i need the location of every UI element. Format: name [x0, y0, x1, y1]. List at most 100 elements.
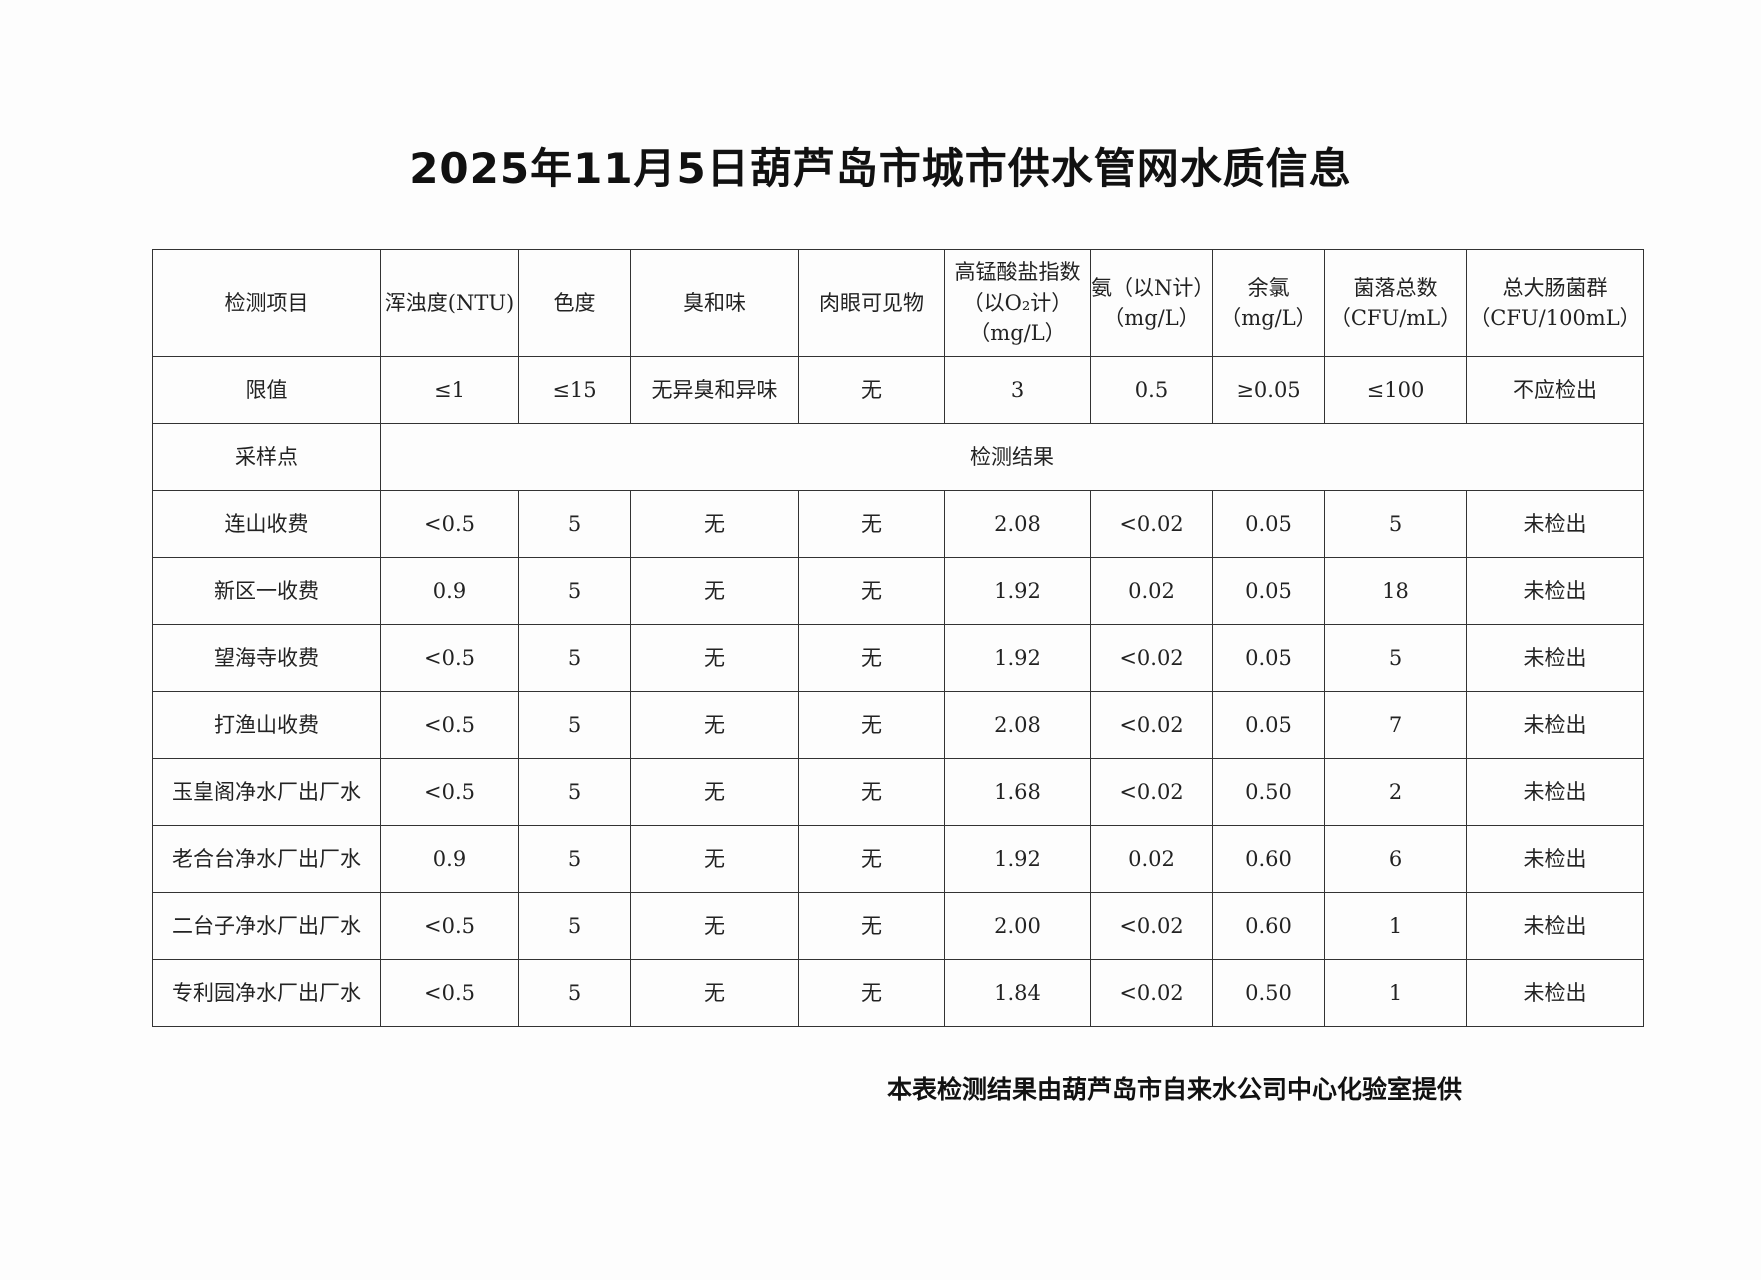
- site-cell: 二台子净水厂出厂水: [152, 892, 381, 960]
- header-cell: 肉眼可见物: [798, 249, 945, 357]
- result-cell: 无: [630, 691, 799, 759]
- result-cell: 5: [518, 892, 631, 960]
- result-cell: 无: [630, 490, 799, 558]
- footer-note: 本表检测结果由葫芦岛市自来水公司中心化验室提供: [887, 1075, 1463, 1104]
- result-cell: 5: [518, 490, 631, 558]
- result-cell: 18: [1324, 557, 1467, 625]
- data-row: 二台子净水厂出厂水 <0.5 5 无无 2.00 <0.02 0.60 1 未检出: [152, 892, 1644, 960]
- header-line: 臭和味: [683, 290, 746, 315]
- header-cell: 菌落总数 （CFU/mL）: [1324, 249, 1467, 357]
- table-body: 检测项目 浑浊度(NTU) 色度 臭和味 肉眼可见物 高锰酸盐指数 （以O₂计） （mg/L）…: [152, 249, 1644, 1027]
- site-cell: 连山收费: [152, 490, 381, 558]
- site-cell: 专利园净水厂出厂水: [152, 959, 381, 1027]
- limit-cell: 限值: [152, 356, 381, 424]
- result-cell: 2: [1324, 758, 1467, 826]
- result-cell: 无: [630, 624, 799, 692]
- result-cell: <0.02: [1090, 892, 1213, 960]
- header-line: （CFU/100mL）: [1469, 306, 1641, 330]
- limit-row: 限值 ≤1 ≤15 无异臭和异味无 3 0.5 ≥0.05 ≤100 不应检出: [152, 356, 1644, 424]
- limit-cell: 不应检出: [1466, 356, 1644, 424]
- header-line: （以O₂计）: [962, 290, 1073, 315]
- result-cell: 无: [798, 624, 945, 692]
- header-line: 检测项目: [224, 290, 309, 315]
- result-cell: 无: [798, 825, 945, 893]
- result-cell: 1: [1324, 892, 1467, 960]
- header-line: 色度: [553, 290, 596, 315]
- result-cell: <0.5: [380, 691, 519, 759]
- result-cell: 未检出: [1466, 691, 1644, 759]
- header-row: 检测项目 浑浊度(NTU) 色度 臭和味 肉眼可见物 高锰酸盐指数 （以O₂计） （mg/L）…: [152, 249, 1644, 357]
- header-line: （mg/L）: [1103, 306, 1200, 330]
- result-cell: 未检出: [1466, 825, 1644, 893]
- table: 检测项目 浑浊度(NTU) 色度 臭和味 肉眼可见物 高锰酸盐指数 （以O₂计） （mg/L）…: [152, 249, 1644, 1027]
- result-cell: 5: [518, 959, 631, 1027]
- site-cell: 望海寺收费: [152, 624, 381, 692]
- header-line: （CFU/mL）: [1329, 306, 1462, 330]
- result-cell: 7: [1324, 691, 1467, 759]
- result-cell: 5: [1324, 624, 1467, 692]
- result-cell: 0.9: [380, 825, 519, 893]
- result-cell: 0.02: [1090, 825, 1213, 893]
- result-cell: 1.92: [944, 624, 1091, 692]
- result-cell: 无: [798, 557, 945, 625]
- result-cell: 无: [630, 892, 799, 960]
- result-cell: 未检出: [1466, 892, 1644, 960]
- result-cell: 6: [1324, 825, 1467, 893]
- limit-cell: ≤15: [518, 356, 631, 424]
- header-line: （mg/L）: [969, 321, 1066, 346]
- result-cell: 0.05: [1212, 557, 1325, 625]
- site-cell: 打渔山收费: [152, 691, 381, 759]
- result-cell: 0.05: [1212, 624, 1325, 692]
- result-cell: 无: [630, 758, 799, 826]
- result-cell: 无: [798, 490, 945, 558]
- data-row: 新区一收费 0.9 5 无无 1.92 0.02 0.05 18 未检出: [152, 557, 1644, 625]
- limit-cell: ≥0.05: [1212, 356, 1325, 424]
- header-cell: 色度: [518, 249, 631, 357]
- header-line: 肉眼可见物: [819, 290, 924, 315]
- result-cell: 0.9: [380, 557, 519, 625]
- data-row: 老合台净水厂出厂水 0.9 5 无无 1.92 0.02 0.60 6 未检出: [152, 825, 1644, 893]
- header-cell: 检测项目: [152, 249, 381, 357]
- limit-cell: 3: [944, 356, 1091, 424]
- title: 2025年11月5日葫芦岛市城市供水管网水质信息: [409, 144, 1352, 193]
- result-cell: 5: [1324, 490, 1467, 558]
- result-cell: <0.02: [1090, 624, 1213, 692]
- header-line: 余氯: [1247, 275, 1290, 300]
- result-cell: 无: [798, 758, 945, 826]
- result-cell: <0.02: [1090, 959, 1213, 1027]
- result-cell: 0.05: [1212, 490, 1325, 558]
- header-cell: 氨（以N计） （mg/L）: [1090, 249, 1214, 357]
- data-row: 专利园净水厂出厂水 <0.5 5 无无 1.84 <0.02 0.50 1 未检出: [152, 959, 1644, 1027]
- header-cell: 余氯 （mg/L）: [1212, 249, 1325, 357]
- result-cell: <0.5: [380, 892, 519, 960]
- result-cell: 0.02: [1090, 557, 1213, 625]
- limit-cell: ≤100: [1324, 356, 1467, 424]
- site-cell: 老合台净水厂出厂水: [152, 825, 381, 893]
- result-cell: 2.08: [944, 490, 1091, 558]
- result-cell: 1: [1324, 959, 1467, 1027]
- result-cell: 1.92: [944, 825, 1091, 893]
- result-cell: <0.5: [380, 758, 519, 826]
- result-cell: 未检出: [1466, 758, 1644, 826]
- result-cell: 无: [630, 825, 799, 893]
- result-cell: <0.02: [1090, 490, 1213, 558]
- result-cell: 未检出: [1466, 557, 1644, 625]
- result-cell: 2.00: [944, 892, 1091, 960]
- result-cell: 1.84: [944, 959, 1091, 1027]
- result-cell: 0.05: [1212, 691, 1325, 759]
- limit-cell: 无异臭和异味: [630, 356, 799, 424]
- header-line: 浑浊度(NTU): [384, 290, 515, 315]
- result-cell: 无: [630, 557, 799, 625]
- result-cell: <0.02: [1090, 691, 1213, 759]
- result-cell: 5: [518, 624, 631, 692]
- result-cell: 5: [518, 557, 631, 625]
- result-cell: 未检出: [1466, 624, 1644, 692]
- result-cell: 1.92: [944, 557, 1091, 625]
- data-row: 玉皇阁净水厂出厂水 <0.5 5 无无 1.68 <0.02 0.50 2 未检出: [152, 758, 1644, 826]
- result-cell: 未检出: [1466, 490, 1644, 558]
- header-cell: 臭和味: [630, 249, 799, 357]
- result-cell: 无: [798, 892, 945, 960]
- result-cell: 5: [518, 825, 631, 893]
- result-cell: 2.08: [944, 691, 1091, 759]
